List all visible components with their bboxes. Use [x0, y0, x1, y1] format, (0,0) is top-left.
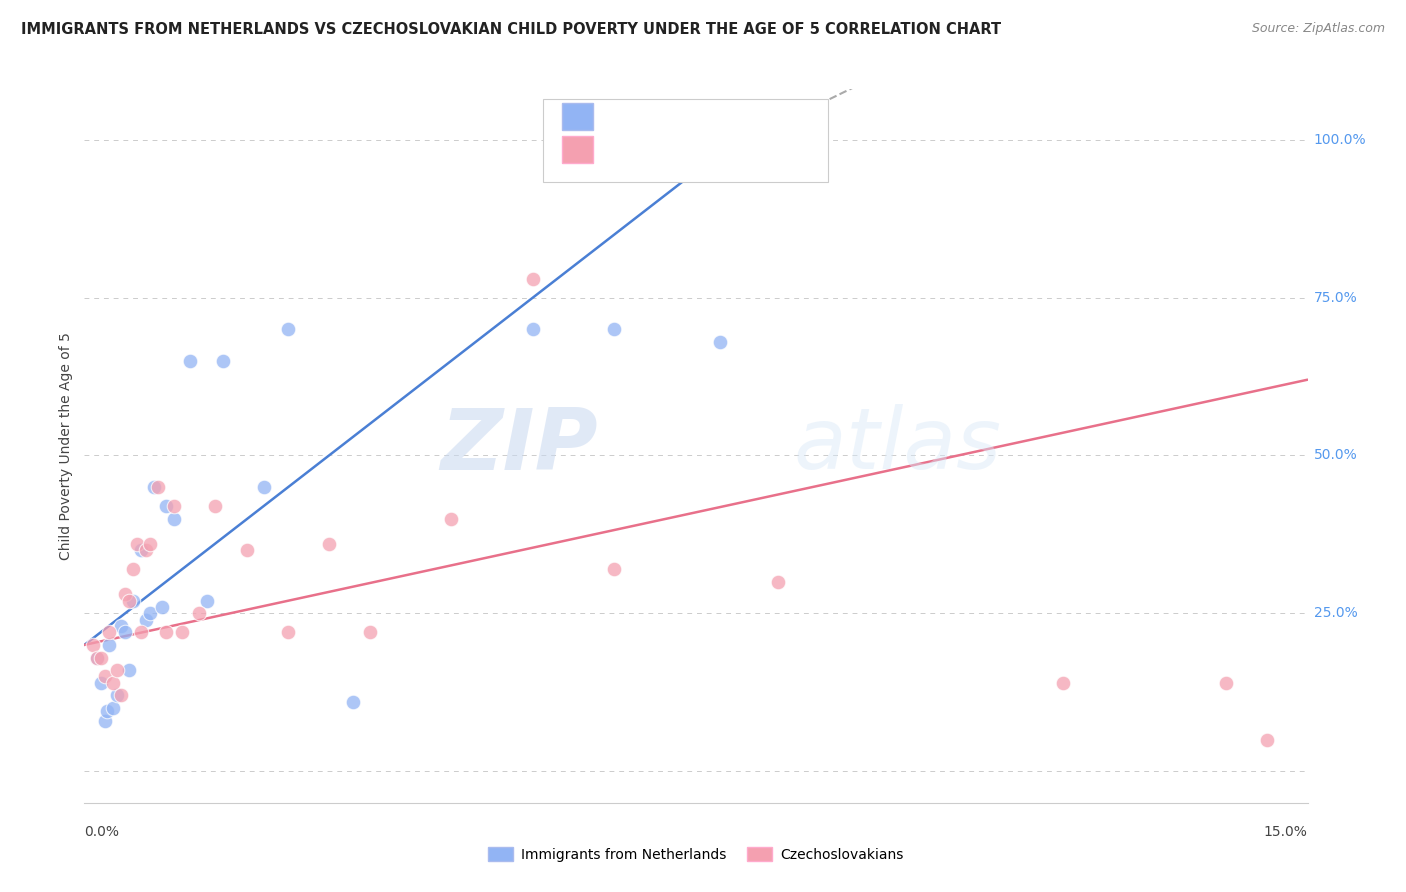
- Point: [236, 543, 259, 558]
- Text: 15.0%: 15.0%: [1264, 825, 1308, 838]
- Point: [110, 689, 132, 703]
- Point: [131, 543, 153, 558]
- Point: [82, 638, 104, 652]
- Point: [142, 480, 165, 494]
- Point: [110, 619, 132, 633]
- Text: 0.0%: 0.0%: [84, 825, 120, 838]
- Point: [204, 499, 226, 513]
- Point: [118, 663, 141, 677]
- Point: [318, 537, 340, 551]
- Point: [105, 689, 128, 703]
- Text: R = 0.386   N = 32: R = 0.386 N = 32: [605, 156, 761, 171]
- Point: [86, 650, 108, 665]
- Point: [212, 353, 235, 368]
- Point: [118, 593, 141, 607]
- Point: [440, 511, 463, 525]
- Point: [1256, 732, 1278, 747]
- Point: [93, 714, 115, 728]
- Point: [114, 625, 136, 640]
- Text: 50.0%: 50.0%: [1313, 449, 1357, 462]
- Point: [150, 600, 173, 615]
- Point: [709, 334, 731, 349]
- Point: [522, 271, 544, 285]
- Point: [135, 613, 157, 627]
- Point: [766, 574, 789, 589]
- Point: [93, 669, 115, 683]
- Point: [101, 701, 124, 715]
- Text: Source: ZipAtlas.com: Source: ZipAtlas.com: [1251, 22, 1385, 36]
- Point: [101, 675, 124, 690]
- Text: ZIP: ZIP: [440, 404, 598, 488]
- Point: [1215, 675, 1237, 690]
- Point: [155, 625, 177, 640]
- Point: [179, 353, 201, 368]
- Point: [138, 537, 160, 551]
- Point: [127, 537, 149, 551]
- Point: [122, 562, 145, 576]
- Text: 75.0%: 75.0%: [1313, 291, 1357, 304]
- Point: [96, 704, 118, 718]
- Point: [90, 675, 112, 690]
- Point: [342, 695, 364, 709]
- Point: [195, 593, 218, 607]
- Point: [163, 511, 186, 525]
- Point: [277, 322, 299, 336]
- Legend: Immigrants from Netherlands, Czechoslovakians: Immigrants from Netherlands, Czechoslova…: [482, 841, 910, 867]
- Y-axis label: Child Poverty Under the Age of 5: Child Poverty Under the Age of 5: [59, 332, 73, 560]
- Point: [172, 625, 194, 640]
- Point: [114, 587, 136, 601]
- Point: [90, 650, 112, 665]
- Point: [105, 663, 128, 677]
- Text: 100.0%: 100.0%: [1313, 133, 1367, 146]
- Text: R = 0.423   N = 27: R = 0.423 N = 27: [605, 122, 761, 137]
- Point: [603, 562, 626, 576]
- Point: [277, 625, 299, 640]
- Point: [86, 650, 108, 665]
- Point: [131, 625, 153, 640]
- Point: [155, 499, 177, 513]
- Point: [253, 480, 276, 494]
- Point: [1052, 675, 1074, 690]
- Point: [135, 543, 157, 558]
- Point: [97, 625, 120, 640]
- Point: [522, 322, 544, 336]
- Point: [603, 322, 626, 336]
- Point: [122, 593, 145, 607]
- Text: IMMIGRANTS FROM NETHERLANDS VS CZECHOSLOVAKIAN CHILD POVERTY UNDER THE AGE OF 5 : IMMIGRANTS FROM NETHERLANDS VS CZECHOSLO…: [21, 22, 1001, 37]
- Text: 25.0%: 25.0%: [1313, 607, 1357, 620]
- Text: atlas: atlas: [794, 404, 1002, 488]
- Point: [97, 638, 120, 652]
- Point: [138, 607, 160, 621]
- Point: [163, 499, 186, 513]
- Point: [187, 607, 209, 621]
- Point: [146, 480, 169, 494]
- Point: [359, 625, 381, 640]
